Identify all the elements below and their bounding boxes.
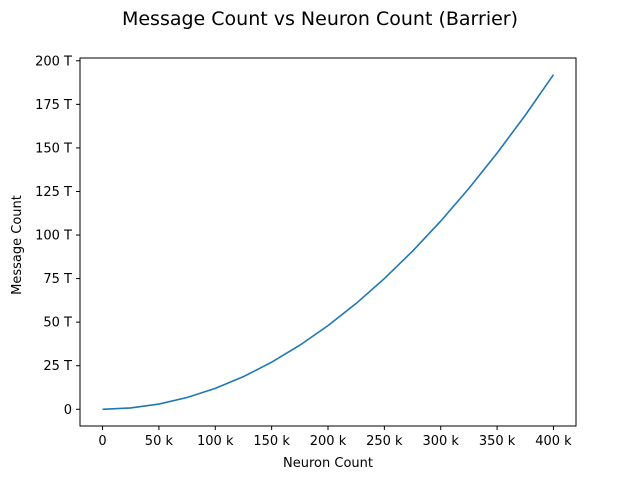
plot-frame <box>79 57 577 427</box>
x-tick-label: 100 k <box>197 434 234 449</box>
y-axis-label: Message Count <box>10 195 25 295</box>
x-axis: 0 50 k 100 k 150 k 200 k 250 k 300 k 350 k 400 k <box>98 426 572 449</box>
x-axis-label: Neuron Count <box>283 456 373 471</box>
x-tick-label: 400 k <box>535 434 572 449</box>
y-axis: 0 25 T 50 T 75 T 100 T 125 T 150 T 175 T 200 T <box>35 54 80 418</box>
y-tick-label: 175 T <box>35 98 72 113</box>
series-line-0 <box>102 74 555 411</box>
y-tick-label: 0 <box>64 403 72 418</box>
y-tick-label: 200 T <box>35 54 72 69</box>
x-tick-label: 350 k <box>479 434 516 449</box>
y-tick-label: 50 T <box>43 316 72 331</box>
chart-title: Message Count vs Neuron Count (Barrier) <box>122 8 518 30</box>
x-tick-label: 0 <box>98 434 106 449</box>
y-tick-label: 150 T <box>35 141 72 156</box>
y-tick-label: 75 T <box>43 272 72 287</box>
y-tick-label: 100 T <box>35 229 72 244</box>
x-tick-label: 150 k <box>253 434 290 449</box>
y-tick-label: 125 T <box>35 185 72 200</box>
x-tick-label: 50 k <box>145 434 174 449</box>
x-tick-label: 250 k <box>366 434 403 449</box>
y-tick-label: 25 T <box>43 359 72 374</box>
plot-area <box>79 57 577 427</box>
x-tick-label: 300 k <box>422 434 459 449</box>
x-tick-label: 200 k <box>310 434 347 449</box>
